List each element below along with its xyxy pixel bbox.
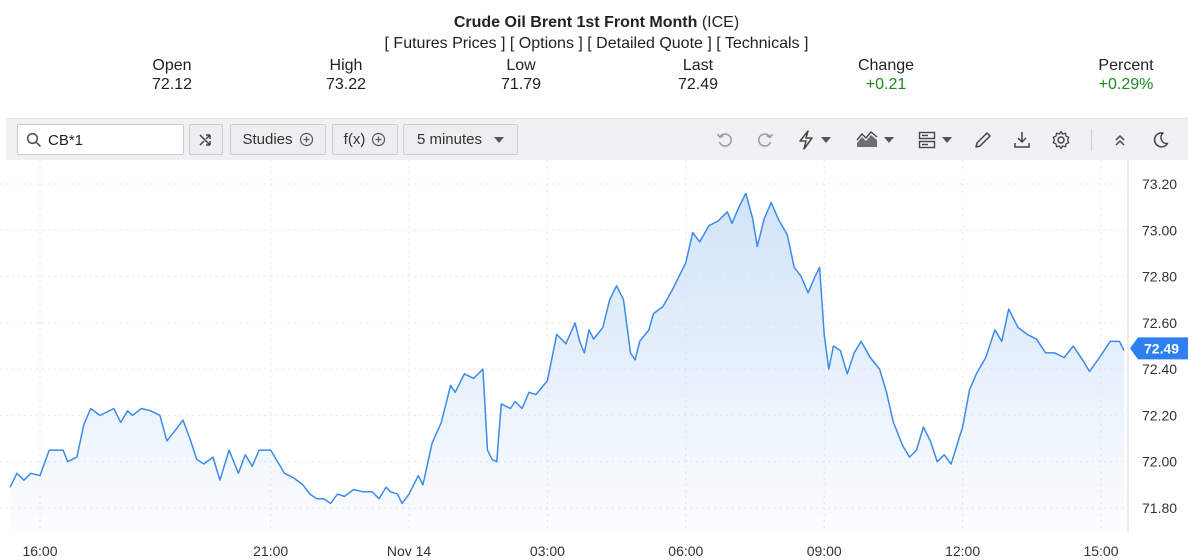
settings-button[interactable] xyxy=(1050,129,1072,151)
link-futures-prices[interactable]: [ Futures Prices ] xyxy=(384,35,506,52)
stat-value: 72.12 xyxy=(151,76,193,93)
y-tick-label: 73.00 xyxy=(1142,222,1177,238)
y-tick-label: 72.80 xyxy=(1142,269,1177,285)
stat-last: Last 72.49 xyxy=(658,56,738,94)
collapse-button[interactable] xyxy=(1109,129,1131,151)
draw-button[interactable] xyxy=(972,129,994,151)
redo-icon xyxy=(758,133,774,147)
price-area xyxy=(10,193,1125,533)
chevron-down-icon xyxy=(494,136,505,143)
chart-toolbar: Studies f(x) 5 minutes xyxy=(6,118,1188,160)
symbol-input[interactable] xyxy=(48,129,178,151)
quote-links: [ Futures Prices ] [ Options ] [ Detaile… xyxy=(0,35,1193,53)
link-options[interactable]: [ Options ] xyxy=(509,35,583,52)
lightning-icon xyxy=(799,130,813,150)
gear-icon xyxy=(1052,130,1070,150)
y-tick-label: 72.60 xyxy=(1142,315,1177,331)
fx-button[interactable]: f(x) xyxy=(332,124,398,155)
x-tick-label: Nov 14 xyxy=(387,543,432,559)
y-tick-label: 72.40 xyxy=(1142,361,1177,377)
redo-button[interactable] xyxy=(754,129,776,151)
layout-menu[interactable] xyxy=(915,129,955,151)
stat-label: Last xyxy=(682,57,714,74)
stat-label: Percent xyxy=(1098,57,1154,74)
chevron-down-icon xyxy=(884,137,894,143)
y-tick-label: 72.00 xyxy=(1142,454,1177,470)
undo-icon xyxy=(716,133,732,147)
search-icon xyxy=(26,132,42,148)
events-menu[interactable] xyxy=(794,129,834,151)
toolbar-divider xyxy=(1091,129,1092,151)
y-tick-label: 73.20 xyxy=(1142,176,1177,192)
stat-open: Open 72.12 xyxy=(132,56,212,94)
undo-button[interactable] xyxy=(714,129,736,151)
link-detailed-quote[interactable]: [ Detailed Quote ] xyxy=(587,35,712,52)
chart-type-menu[interactable] xyxy=(853,129,897,151)
link-technicals[interactable]: [ Technicals ] xyxy=(716,35,809,52)
stat-value: +0.29% xyxy=(1098,76,1154,93)
stat-low: Low 71.79 xyxy=(481,56,561,94)
x-tick-label: 06:00 xyxy=(668,543,703,559)
chevron-down-icon xyxy=(821,137,831,143)
price-line xyxy=(9,192,1125,505)
chevron-down-icon xyxy=(942,137,952,143)
x-tick-label: 16:00 xyxy=(22,543,57,559)
exchange-label: (ICE) xyxy=(701,14,740,31)
fx-label: f(x) xyxy=(343,131,366,148)
compare-button[interactable] xyxy=(189,124,223,155)
x-tick-label: 15:00 xyxy=(1083,543,1118,559)
compare-icon xyxy=(199,133,211,146)
x-tick-label: 12:00 xyxy=(945,543,980,559)
stat-high: High 73.22 xyxy=(306,56,386,94)
chart-type-icon xyxy=(856,131,878,147)
x-tick-label: 03:00 xyxy=(530,543,565,559)
last-price-badge: 72.49 xyxy=(1130,337,1188,360)
studies-button[interactable]: Studies xyxy=(230,124,326,155)
stat-change: Change +0.21 xyxy=(836,56,936,94)
x-tick-label: 21:00 xyxy=(253,543,288,559)
studies-label: Studies xyxy=(242,131,293,148)
download-icon xyxy=(1014,132,1030,148)
plus-circle-icon xyxy=(299,132,313,147)
stat-label: Low xyxy=(506,57,536,74)
stat-percent: Percent +0.29% xyxy=(1076,56,1176,94)
interval-select[interactable]: 5 minutes xyxy=(403,124,518,155)
stat-label: Open xyxy=(152,57,192,74)
symbol-search[interactable] xyxy=(17,124,184,155)
stat-label: High xyxy=(329,57,363,74)
chart-title: Crude Oil Brent 1st Front Month (ICE) xyxy=(0,14,1193,32)
stat-value: 73.22 xyxy=(325,76,367,93)
pencil-icon xyxy=(975,132,991,148)
stat-value: 72.49 xyxy=(677,76,719,93)
price-chart-svg: 73.20 73.00 72.80 72.60 72.40 72.20 72.00 71.80… xyxy=(0,160,1188,559)
theme-button[interactable] xyxy=(1149,129,1171,151)
x-tick-label: 09:00 xyxy=(807,543,842,559)
last-price-label: 72.49 xyxy=(1144,340,1179,356)
stat-value: +0.21 xyxy=(865,76,907,93)
layout-icon xyxy=(918,131,936,149)
stat-value: 71.79 xyxy=(500,76,542,93)
plus-circle-icon xyxy=(372,132,386,147)
y-tick-label: 71.80 xyxy=(1142,500,1177,516)
price-chart[interactable]: 73.20 73.00 72.80 72.60 72.40 72.20 72.00 71.80… xyxy=(0,160,1200,560)
collapse-icon xyxy=(1115,134,1125,146)
last-price-marker xyxy=(1130,337,1188,360)
download-button[interactable] xyxy=(1011,129,1033,151)
interval-label: 5 minutes xyxy=(416,131,483,148)
moon-icon xyxy=(1153,132,1169,148)
stat-label: Change xyxy=(857,57,915,74)
instrument-name: Crude Oil Brent 1st Front Month xyxy=(453,14,698,31)
y-tick-label: 72.20 xyxy=(1142,407,1177,423)
